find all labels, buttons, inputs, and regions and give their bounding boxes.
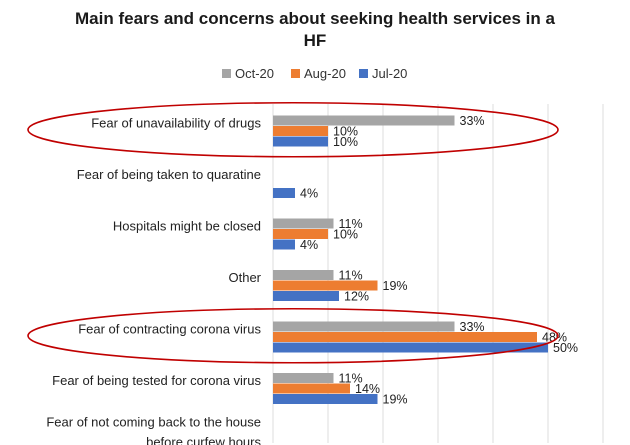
legend-swatch	[222, 69, 231, 78]
gridlines	[272, 104, 604, 443]
bar	[273, 373, 334, 383]
legend: Oct-20 Aug-20 Jul-20	[222, 66, 407, 81]
bar	[273, 115, 455, 126]
bar-value-label: 4%	[300, 238, 318, 252]
bar-value-label: 50%	[553, 341, 578, 355]
category-label: Fear of unavailability of drugs	[91, 115, 261, 130]
bar	[273, 394, 378, 404]
bar-value-label: 11%	[339, 217, 363, 231]
bar-value-label: 33%	[460, 320, 485, 334]
bar	[273, 229, 328, 239]
legend-swatch	[291, 69, 300, 78]
bar	[273, 280, 378, 291]
bar-value-label: 10%	[333, 135, 358, 149]
bar	[273, 239, 295, 250]
bar	[273, 321, 455, 332]
chart-title-line-2: HF	[304, 31, 327, 50]
highlight-ellipse	[27, 307, 559, 364]
bar-value-label: 11%	[339, 372, 363, 386]
legend-label: Jul-20	[372, 66, 407, 81]
bars: 33%10%10%4%11%10%4%11%19%12%33%48%50%11%…	[273, 114, 578, 445]
category-label: Fear of being tested for corona virus	[52, 373, 261, 388]
category-label: before curfew hours	[146, 434, 261, 445]
bar	[273, 383, 350, 394]
bar-value-label: 19%	[383, 393, 408, 407]
category-label: Fear of not coming back to the house	[46, 414, 261, 429]
bar	[273, 270, 334, 280]
highlight-ellipses	[27, 101, 559, 364]
bar-value-label: 4%	[300, 187, 318, 201]
legend-label: Oct-20	[235, 66, 274, 81]
legend-swatch	[359, 69, 368, 78]
bar-value-label: 11%	[339, 269, 363, 283]
category-labels: Fear of unavailability of drugs Fear of b…	[46, 115, 261, 445]
bar-value-label: 10%	[333, 125, 358, 139]
bar-value-label: 19%	[383, 279, 408, 293]
category-label: Hospitals might be closed	[113, 218, 261, 233]
bar-value-label: 10%	[333, 228, 358, 242]
category-label: Other	[228, 270, 261, 285]
bar	[273, 342, 548, 353]
bar	[273, 126, 328, 136]
bar	[273, 332, 537, 342]
bar	[273, 188, 295, 198]
bar	[273, 136, 328, 147]
highlight-ellipse	[27, 101, 559, 158]
category-label: Fear of contracting corona virus	[78, 321, 261, 336]
chart-title-line-1: Main fears and concerns about seeking he…	[75, 9, 555, 28]
bar-value-label: 14%	[355, 382, 380, 396]
legend-label: Aug-20	[304, 66, 346, 81]
bar	[273, 218, 334, 229]
bar-value-label: 12%	[344, 290, 369, 304]
category-label: Fear of being taken to quaratine	[77, 167, 261, 182]
bar-value-label: 33%	[460, 114, 485, 128]
bar-value-label: 48%	[542, 331, 567, 345]
bar	[273, 291, 339, 301]
